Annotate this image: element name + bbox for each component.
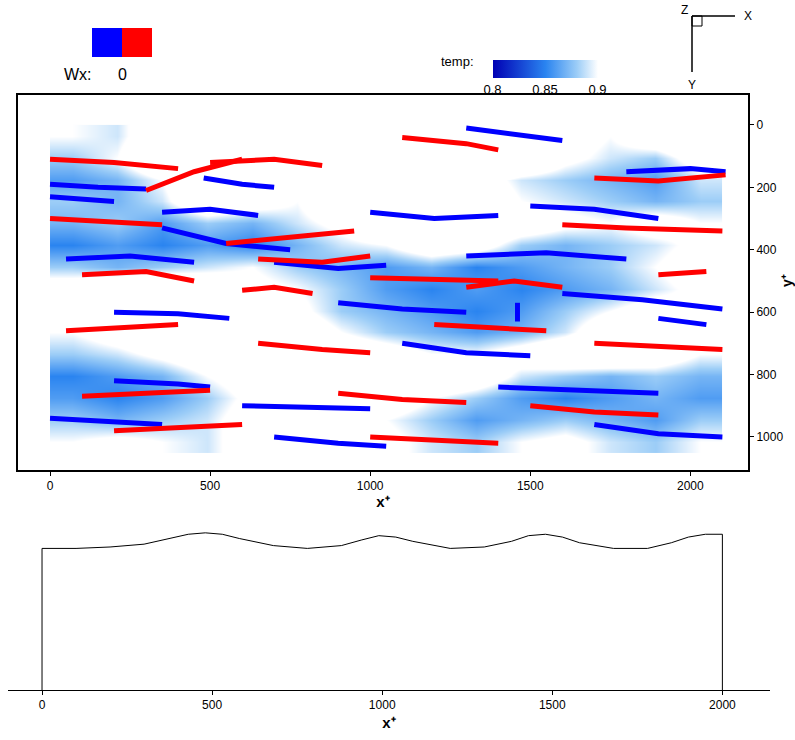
svg-text:0.9: 0.9 <box>588 82 606 97</box>
svg-text:500: 500 <box>200 479 220 493</box>
svg-text:1500: 1500 <box>517 479 544 493</box>
svg-text:0: 0 <box>756 118 763 132</box>
svg-text:400: 400 <box>756 243 776 257</box>
svg-text:200: 200 <box>756 181 776 195</box>
svg-text:Z: Z <box>681 3 688 17</box>
svg-text:1000: 1000 <box>369 698 396 712</box>
svg-text:y⁺: y⁺ <box>779 274 795 287</box>
svg-text:0: 0 <box>47 479 54 493</box>
svg-text:X: X <box>744 9 752 23</box>
svg-text:0: 0 <box>39 698 46 712</box>
svg-text:500: 500 <box>202 698 222 712</box>
svg-text:0.8: 0.8 <box>483 82 501 97</box>
svg-text:temp:: temp: <box>441 54 474 69</box>
svg-text:0: 0 <box>118 66 127 83</box>
svg-text:x⁺: x⁺ <box>382 714 395 731</box>
svg-text:Wx:: Wx: <box>64 66 92 83</box>
svg-text:Y: Y <box>688 78 696 92</box>
svg-text:1500: 1500 <box>539 698 566 712</box>
svg-text:1000: 1000 <box>357 479 384 493</box>
svg-text:2000: 2000 <box>709 698 736 712</box>
svg-text:2000: 2000 <box>677 479 704 493</box>
svg-text:1000: 1000 <box>756 430 783 444</box>
svg-text:x⁺: x⁺ <box>376 493 389 510</box>
svg-text:800: 800 <box>756 368 776 382</box>
svg-text:600: 600 <box>756 305 776 319</box>
svg-text:0.85: 0.85 <box>532 82 557 97</box>
